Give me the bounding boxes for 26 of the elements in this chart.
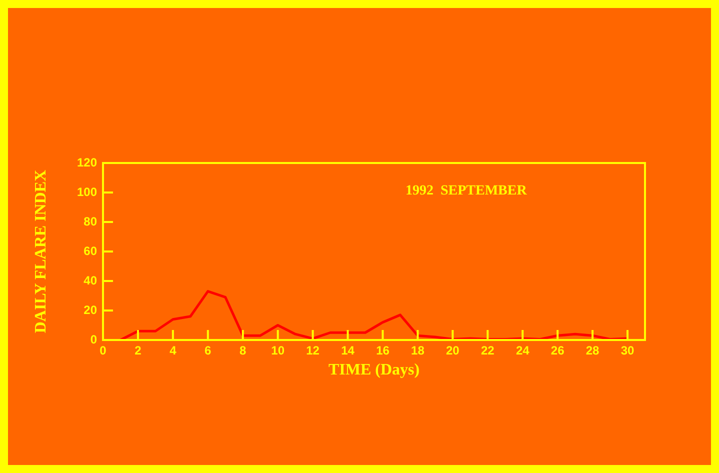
- x-tick-label: 0: [100, 344, 107, 358]
- x-tick-label: 4: [170, 344, 177, 358]
- y-tick-label: 20: [84, 302, 98, 317]
- x-tick-label: 26: [550, 344, 565, 358]
- y-tick-label: 120: [76, 155, 98, 170]
- x-tick-label: 30: [620, 344, 635, 358]
- y-tick-label: 60: [84, 244, 98, 258]
- x-tick-label: 6: [204, 344, 212, 358]
- y-tick-label: 40: [84, 273, 98, 288]
- y-tick-label: 0: [90, 332, 98, 346]
- x-tick-label: 20: [446, 344, 460, 358]
- x-tick-label: 18: [411, 344, 425, 358]
- x-tick-label: 12: [306, 344, 320, 358]
- x-tick-label: 10: [271, 344, 285, 358]
- x-tick-label: 14: [341, 344, 355, 358]
- y-tick-label: 80: [84, 214, 98, 228]
- x-axis-title: TIME (Days): [328, 362, 420, 379]
- y-tick-label: 100: [76, 184, 98, 199]
- annotation: 1992 SEPTEMBER: [405, 184, 528, 199]
- x-tick-label: 16: [376, 344, 390, 358]
- x-tick-label: 24: [516, 344, 530, 358]
- x-tick-label: 8: [240, 344, 247, 358]
- x-tick-label: 2: [134, 344, 142, 358]
- x-tick-label: 28: [586, 344, 600, 358]
- x-tick-label: 22: [480, 344, 495, 358]
- y-axis-title: DAILY FLARE INDEX: [32, 169, 50, 334]
